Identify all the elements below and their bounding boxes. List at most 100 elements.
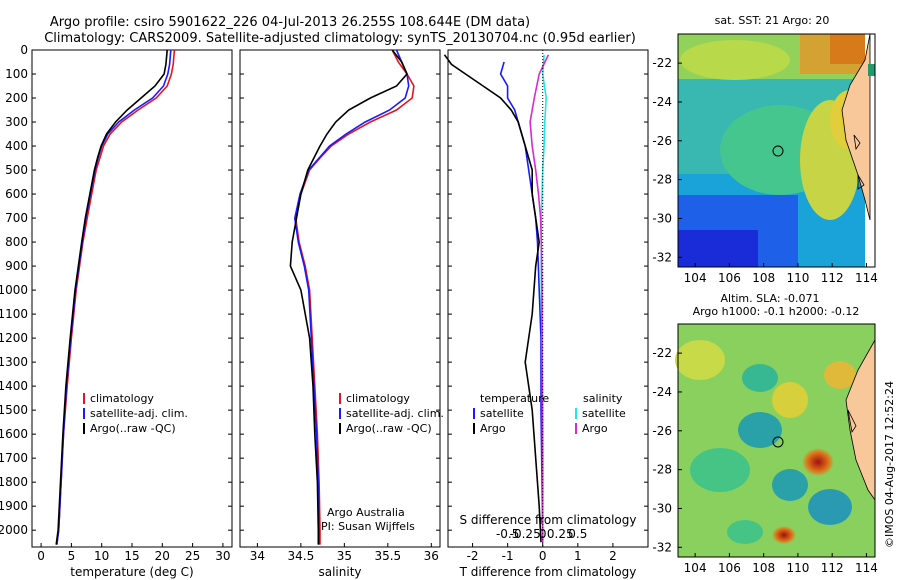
x-tick-label: 35.5: [374, 549, 401, 563]
depth-tick-label: 2000: [0, 523, 28, 537]
map-x-tick-label: 110: [786, 561, 809, 575]
legend-label: satellite-adj. clim.: [346, 407, 444, 420]
legend-label: climatology: [90, 392, 154, 405]
map-y-tick-label: -22: [652, 56, 672, 70]
legend-label: Argo(..raw -QC): [346, 422, 432, 435]
map-y-tick-label: -30: [652, 211, 672, 225]
series-line: [289, 49, 408, 545]
legend-label: satellite-adj. clim.: [90, 407, 188, 420]
map-y-tick-label: -26: [652, 134, 672, 148]
salinity-panel-frame: [239, 49, 441, 548]
top-x-tick-label: 0.25: [547, 527, 574, 541]
map-y-tick-label: -32: [652, 250, 672, 264]
x-tick-label: 10: [94, 549, 109, 563]
map-y-tick-label: -24: [652, 95, 672, 109]
temperature-legend: climatology satellite-adj. clim. Argo(..ra…: [83, 392, 188, 435]
temperature-xlabel: temperature (deg C): [70, 565, 193, 579]
depth-tick-label: 1800: [0, 475, 28, 489]
top-x-tick-label: -0.5: [496, 527, 519, 541]
sla-map-argo-marker: [772, 436, 784, 448]
map-x-tick-label: 106: [718, 561, 741, 575]
difference-panel-frame: [447, 49, 649, 548]
x-tick-label: 2: [609, 549, 617, 563]
map-x-tick-label: 108: [752, 271, 775, 285]
depth-tick-label: 800: [5, 235, 28, 249]
map-y-tick-label: -30: [652, 501, 672, 515]
sla-map-axes: 104 106 108 110 112 114 -22 -24 -26 -28 -30 -32: [652, 346, 877, 575]
depth-tick-label: 1600: [0, 427, 28, 441]
x-tick-label: 20: [155, 549, 170, 563]
x-tick-label: 34.5: [288, 549, 315, 563]
top-x-tick-label: -0.25: [510, 527, 541, 541]
depth-tick-label: 1300: [0, 355, 28, 369]
map-x-tick-label: 106: [718, 271, 741, 285]
sla-map: [675, 323, 876, 558]
difference-xlabel-top: S difference from climatology: [460, 513, 637, 527]
x-tick-label: 34: [250, 549, 265, 563]
legend-group-title: salinity: [583, 392, 623, 405]
legend-label: satellite: [582, 407, 626, 420]
depth-tick-label: 500: [5, 163, 28, 177]
salinity-xlabel: salinity: [318, 565, 361, 579]
map-y-tick-label: -22: [652, 346, 672, 360]
figure-title-line-1: Argo profile: csiro 5901622_226 04-Jul-2…: [50, 15, 530, 30]
depth-tick-label: 200: [5, 91, 28, 105]
credit-argo-australia: Argo Australia: [327, 506, 405, 519]
depth-tick-label: 1700: [0, 451, 28, 465]
legend-label: Argo: [582, 422, 608, 435]
series-line: [55, 49, 168, 545]
sla-map-title-2: Argo h1000: -0.1 h2000: -0.12: [693, 305, 860, 318]
depth-tick-label: 1100: [0, 307, 28, 321]
top-x-tick-label: 0.5: [568, 527, 587, 541]
x-tick-label: 35: [337, 549, 352, 563]
legend-label: Argo: [480, 422, 506, 435]
legend-label: Argo(..raw -QC): [90, 422, 176, 435]
depth-tick-label: 1500: [0, 403, 28, 417]
depth-tick-label: 700: [5, 211, 28, 225]
map-x-tick-label: 104: [684, 271, 707, 285]
sst-map: [677, 33, 876, 268]
x-tick-label: -2: [467, 549, 479, 563]
imos-timestamp: ©IMOS 04-Aug-2017 12:52:24: [883, 381, 896, 548]
map-x-tick-label: 104: [684, 561, 707, 575]
legend-group: satellite Argo: [575, 407, 626, 435]
map-x-tick-label: 110: [786, 271, 809, 285]
sst-map-axes: 104 106 108 110 112 114 -22 -24 -26 -28 -30 -32: [652, 56, 877, 285]
x-tick-label: 30: [215, 549, 230, 563]
credit-pi: PI: Susan Wijffels: [321, 520, 415, 533]
depth-tick-label: 1900: [0, 499, 28, 513]
map-x-tick-label: 108: [752, 561, 775, 575]
depth-tick-label: 300: [5, 115, 28, 129]
depth-tick-label: 400: [5, 139, 28, 153]
legend-group-title: temperature: [480, 392, 549, 405]
series-line: [294, 49, 415, 545]
map-y-tick-label: -24: [652, 385, 672, 399]
series-line: [293, 49, 410, 545]
sst-map-title: sat. SST: 21 Argo: 20: [715, 14, 830, 27]
depth-tick-label: 600: [5, 187, 28, 201]
map-x-tick-label: 112: [821, 561, 844, 575]
series-line: [499, 61, 544, 531]
depth-tick-label: 1000: [0, 283, 28, 297]
series-line: [529, 54, 550, 543]
x-tick-label: 0: [37, 549, 45, 563]
x-tick-label: -1: [502, 549, 514, 563]
map-x-tick-label: 114: [855, 271, 878, 285]
legend-label: satellite: [480, 407, 524, 420]
x-tick-label: 5: [68, 549, 76, 563]
map-x-tick-label: 114: [855, 561, 878, 575]
x-tick-label: 25: [185, 549, 200, 563]
map-y-tick-label: -32: [652, 540, 672, 554]
x-tick-label: 1: [574, 549, 582, 563]
depth-tick-label: 0: [20, 43, 28, 57]
legend-label: climatology: [346, 392, 410, 405]
sla-map-title-1: Altim. SLA: -0.071: [720, 292, 819, 305]
x-tick-label: 36: [424, 549, 439, 563]
legend-group: satellite Argo: [473, 407, 524, 435]
temperature-plot: 0 5 10 15 20 25 30: [37, 49, 231, 563]
x-tick-label: 15: [124, 549, 139, 563]
x-tick-label: 0: [539, 549, 547, 563]
